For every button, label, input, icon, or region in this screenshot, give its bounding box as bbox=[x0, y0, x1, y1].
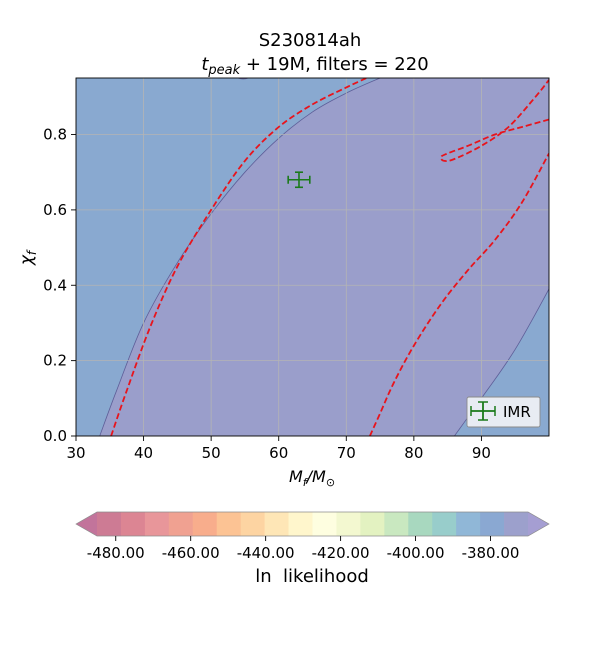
colorbar: -480.00 -460.00 -440.00 -420.00 -400.00 -380.… bbox=[75, 511, 550, 562]
y-tick-label: 0.0 bbox=[43, 427, 67, 445]
y-tick-label: 0.6 bbox=[43, 201, 67, 219]
y-axis-label: χf bbox=[17, 249, 39, 266]
y-tick-label: 0.8 bbox=[43, 126, 67, 144]
contour-top-right bbox=[439, 79, 549, 162]
colorbar-cell bbox=[264, 512, 289, 536]
x-tick-label: 60 bbox=[269, 444, 288, 462]
chart-title-line1: S230814ah bbox=[259, 30, 362, 51]
colorbar-cell bbox=[144, 512, 170, 536]
colorbar-cell bbox=[97, 512, 122, 536]
x-tick-label: 80 bbox=[404, 444, 423, 462]
legend: IMR bbox=[466, 396, 541, 428]
colorbar-tick-label: -480.00 bbox=[87, 544, 145, 562]
colorbar-tick-label: -420.00 bbox=[312, 544, 370, 562]
colorbar-tick-label: -440.00 bbox=[237, 544, 295, 562]
x-tick-label: 50 bbox=[202, 444, 221, 462]
x-axis-label: Mf/M⊙ bbox=[289, 467, 335, 489]
x-tick-label: 40 bbox=[134, 444, 153, 462]
legend-label-imr: IMR bbox=[503, 403, 531, 421]
x-tick-label: 30 bbox=[66, 444, 85, 462]
y-axis-ticks: 0.0 0.2 0.4 0.6 0.8 bbox=[43, 126, 76, 445]
colorbar-cell bbox=[120, 512, 146, 536]
inner-likelihood-region bbox=[99, 78, 549, 436]
colorbar-extend-min bbox=[76, 512, 97, 536]
x-tick-label: 70 bbox=[337, 444, 356, 462]
colorbar-cell bbox=[336, 512, 361, 536]
y-tick-label: 0.2 bbox=[43, 352, 67, 370]
colorbar-cell bbox=[168, 512, 194, 536]
colorbar-cell bbox=[240, 512, 266, 536]
colorbar-cell bbox=[456, 512, 481, 536]
colorbar-cell bbox=[192, 512, 218, 536]
legend-imr-marker bbox=[470, 401, 496, 421]
colorbar-extend-max bbox=[528, 512, 549, 536]
colorbar-cell bbox=[288, 512, 313, 536]
grid bbox=[76, 78, 549, 436]
colorbar-cell bbox=[408, 512, 433, 536]
colorbar-frame bbox=[75, 511, 550, 537]
colorbar-cell bbox=[432, 512, 457, 536]
x-tick-label: 90 bbox=[472, 444, 491, 462]
colorbar-cell bbox=[216, 512, 242, 536]
dashed-contours bbox=[110, 78, 549, 436]
contour-middle bbox=[369, 152, 549, 436]
region-boundary-right bbox=[454, 288, 549, 436]
colorbar-label: ln likelihood bbox=[255, 566, 369, 587]
colorbar-cell bbox=[480, 512, 505, 536]
colorbar-cell bbox=[360, 512, 385, 536]
colorbar-tick-label: -400.00 bbox=[387, 544, 445, 562]
imr-point bbox=[287, 171, 311, 189]
x-axis-ticks: 30 40 50 60 70 80 90 bbox=[66, 436, 491, 462]
plot-area: 30 40 50 60 70 80 90 0.0 0.2 0.4 0.6 0.8 IMR bbox=[43, 77, 550, 462]
colorbar-tick-label: -380.00 bbox=[462, 544, 520, 562]
colorbar-cell bbox=[504, 512, 529, 536]
colorbar-tick-label: -460.00 bbox=[162, 544, 220, 562]
chart-title-line2: tpeak + 19M, filters = 220 bbox=[201, 54, 428, 78]
y-tick-label: 0.4 bbox=[43, 276, 67, 294]
region-boundary-left bbox=[99, 78, 381, 436]
colorbar-cell bbox=[384, 512, 409, 536]
colorbar-cell bbox=[312, 512, 337, 536]
plot-frame bbox=[75, 77, 550, 437]
